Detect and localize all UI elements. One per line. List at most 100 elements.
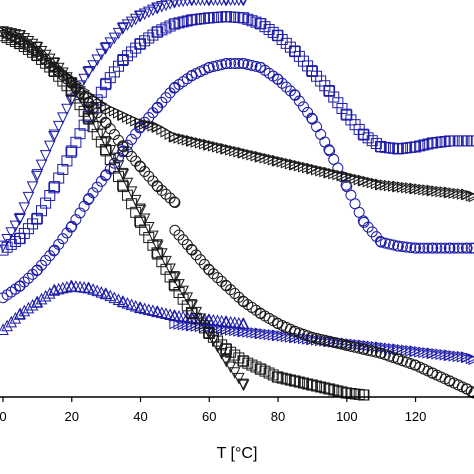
data-point xyxy=(328,384,340,396)
x-tick-label: 100 xyxy=(336,409,358,424)
x-axis-title: T [°C] xyxy=(217,445,258,462)
data-point xyxy=(276,372,288,384)
data-point xyxy=(276,330,289,342)
data-point xyxy=(53,238,65,250)
data-point xyxy=(465,352,474,365)
data-point xyxy=(238,325,250,338)
data-point xyxy=(78,200,90,212)
data-point xyxy=(152,181,164,193)
x-tick-label: 20 xyxy=(65,409,79,424)
data-point xyxy=(392,240,404,252)
data-point xyxy=(366,345,378,357)
data-point xyxy=(91,128,103,140)
data-point xyxy=(375,178,388,191)
data-point xyxy=(135,38,147,50)
data-point xyxy=(396,241,408,253)
data-point xyxy=(233,58,245,70)
data-point xyxy=(139,118,151,130)
data-point xyxy=(272,30,284,42)
data-point xyxy=(233,372,245,385)
data-point xyxy=(108,129,120,141)
x-tick-label: 60 xyxy=(202,409,216,424)
data-point xyxy=(401,241,413,253)
data-point xyxy=(444,242,456,254)
data-point xyxy=(87,60,99,72)
data-point xyxy=(379,179,392,191)
data-point xyxy=(431,185,443,197)
data-point xyxy=(297,101,309,113)
x-ticks: 0 20 40 60 80 100 120 xyxy=(0,397,426,424)
data-point xyxy=(418,242,430,254)
data-point xyxy=(410,345,422,358)
data-point xyxy=(57,163,69,175)
data-point xyxy=(414,242,426,254)
data-point xyxy=(444,186,457,199)
data-point xyxy=(341,339,353,351)
data-point xyxy=(91,181,103,193)
data-point xyxy=(83,193,95,204)
data-point xyxy=(431,242,443,254)
data-point xyxy=(177,16,189,28)
data-point xyxy=(173,318,186,330)
data-point xyxy=(198,320,211,332)
data-point xyxy=(259,21,271,33)
data-point xyxy=(108,32,121,45)
data-point xyxy=(405,242,417,254)
data-point xyxy=(35,292,48,305)
data-point xyxy=(49,244,61,256)
data-point xyxy=(358,389,370,401)
data-point xyxy=(70,214,82,226)
data-point xyxy=(276,77,288,89)
data-point xyxy=(216,59,228,71)
data-point xyxy=(134,204,147,217)
data-point xyxy=(272,73,284,85)
data-point xyxy=(61,280,73,293)
data-point xyxy=(465,242,474,254)
data-point xyxy=(104,123,116,135)
data-point xyxy=(177,293,189,305)
data-point xyxy=(78,73,90,86)
data-point xyxy=(324,335,336,347)
data-point xyxy=(229,349,241,361)
data-point xyxy=(435,185,448,198)
data-point xyxy=(297,377,309,389)
data-point xyxy=(263,152,276,165)
data-point xyxy=(9,311,22,324)
data-point xyxy=(14,33,27,46)
data-point xyxy=(190,136,203,148)
data-point xyxy=(229,144,241,157)
data-point xyxy=(225,284,237,296)
data-point xyxy=(224,361,237,374)
series-triangle-right-9 xyxy=(0,27,474,203)
data-point xyxy=(461,188,474,201)
data-point xyxy=(173,17,185,29)
data-point xyxy=(220,355,233,368)
data-point xyxy=(104,72,116,84)
data-point xyxy=(203,327,215,339)
data-point xyxy=(452,350,465,363)
data-point xyxy=(238,58,250,70)
data-point xyxy=(465,189,474,202)
data-point xyxy=(418,139,430,151)
data-point xyxy=(194,137,207,149)
data-point xyxy=(319,136,331,148)
data-point xyxy=(169,18,181,30)
data-point xyxy=(220,58,232,70)
data-point xyxy=(112,160,125,172)
data-point xyxy=(349,172,362,185)
data-point xyxy=(143,232,155,244)
data-point xyxy=(74,81,87,93)
data-point xyxy=(422,242,434,254)
data-point xyxy=(57,67,69,80)
data-point xyxy=(332,168,344,181)
data-point xyxy=(414,346,426,358)
data-point xyxy=(435,348,448,361)
data-point xyxy=(225,346,237,358)
data-point xyxy=(177,318,190,331)
data-point xyxy=(91,54,104,67)
data-point xyxy=(212,141,224,153)
series-triangle-down-5 xyxy=(0,26,250,392)
data-point xyxy=(57,112,69,124)
data-point xyxy=(95,48,108,61)
data-point xyxy=(108,66,120,78)
